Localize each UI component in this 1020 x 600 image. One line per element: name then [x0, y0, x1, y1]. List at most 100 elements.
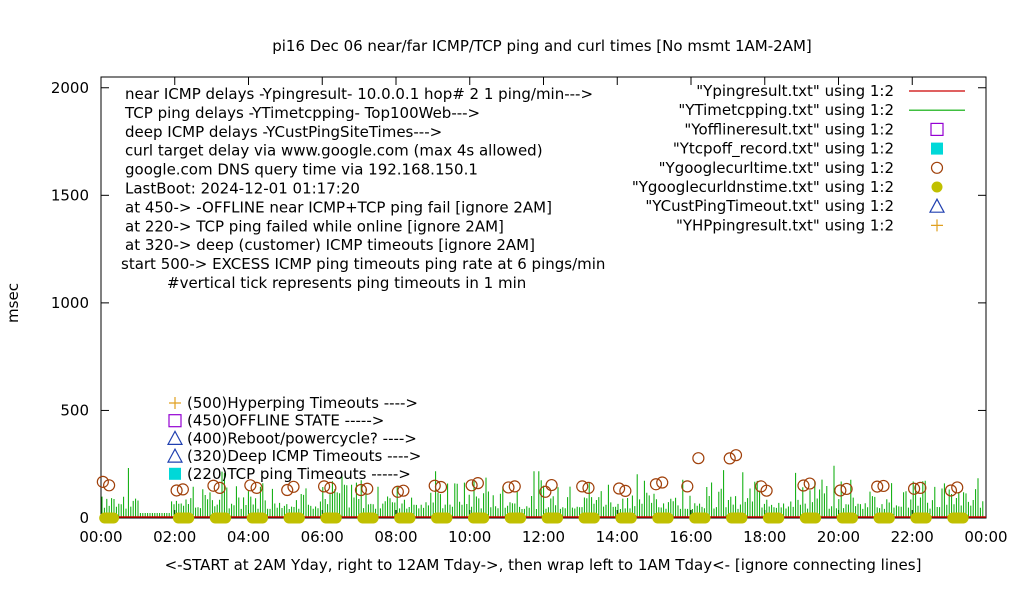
curl-time-point	[545, 478, 558, 492]
x-tick-label: 00:00	[964, 528, 1007, 546]
curl-time-point	[502, 481, 515, 494]
dns-time-point	[367, 512, 379, 524]
dns-time-point	[108, 512, 120, 524]
curl-time-point	[877, 479, 890, 493]
x-tick-label: 06:00	[301, 528, 344, 546]
key-line-label: (400)Reboot/powercycle? ---->	[187, 429, 417, 447]
x-tick-label: 12:00	[522, 528, 565, 546]
dns-time-point	[920, 512, 932, 524]
curl-time-point	[317, 480, 331, 493]
dns-time-point	[773, 512, 785, 524]
info-line: #vertical tick represents ping timeouts …	[167, 274, 526, 292]
curl-time-point	[907, 482, 921, 495]
marker-key-block: (500)Hyperping Timeouts ---->(450)OFFLIN…	[166, 394, 421, 483]
dns-time-point	[552, 512, 564, 524]
curl-time-point	[281, 483, 294, 497]
legend-label: "YCustPingTimeout.txt" using 1:2	[645, 197, 894, 215]
curl-time-point	[930, 161, 944, 174]
curl-time-point	[176, 483, 189, 496]
curl-time-point	[871, 480, 884, 493]
key-line-label: (320)Deep ICMP Timeouts ---->	[187, 447, 421, 465]
dns-time-point	[404, 512, 416, 524]
dns-time-point	[293, 512, 305, 524]
dns-time-point	[625, 512, 637, 524]
info-line: at 450-> -OFFLINE near ICMP+TCP ping fai…	[125, 198, 552, 216]
curl-time-point	[244, 479, 257, 492]
triangle-marker	[166, 447, 184, 463]
x-tick-label: 00:00	[79, 528, 122, 546]
dns-time-point	[220, 512, 232, 524]
axis-ticks: 0 500 1000 1500 2000 00:00 02:00 04:00 06:00 08:0…	[51, 77, 1008, 546]
y-tick-label: 1500	[51, 186, 89, 204]
info-line: at 320-> deep (customer) ICMP timeouts […	[125, 236, 535, 254]
curl-time-point	[760, 484, 773, 497]
curl-time-point	[692, 452, 705, 465]
curl-time-point	[649, 478, 663, 491]
key-line-label: (450)OFFLINE STATE ----->	[187, 412, 384, 430]
info-line: start 500-> EXCESS ICMP ping timeouts pi…	[121, 255, 605, 273]
legend-label: "Ygooglecurltime.txt" using 1:2	[659, 159, 894, 177]
curl-time-point	[170, 484, 183, 497]
dns-time-point	[847, 512, 859, 524]
chart-title: pi16 Dec 06 near/far ICMP/TCP ping and c…	[272, 37, 812, 55]
curl-time-point	[914, 481, 927, 494]
tcp-ping-series	[101, 465, 984, 517]
curl-time-point	[539, 485, 552, 498]
curl-time-point	[576, 480, 589, 493]
curl-time-point	[797, 479, 810, 492]
x-tick-label: 16:00	[669, 528, 712, 546]
y-tick-label: 2000	[51, 79, 89, 97]
curl-time-point	[103, 479, 116, 492]
x-tick-label: 14:00	[596, 528, 639, 546]
dns-time-point	[183, 512, 195, 524]
dns-time-point	[441, 512, 453, 524]
dns-time-point	[699, 512, 711, 524]
info-line: at 220-> TCP ping failed while online [i…	[125, 217, 504, 235]
dns-time-point	[478, 512, 490, 524]
curl-time-point	[428, 479, 441, 492]
legend: "Ypingresult.txt" using 1:2"YTimetcpping…	[632, 82, 965, 234]
info-line: deep ICMP delays -YCustPingSiteTimes--->	[125, 123, 442, 141]
curl-time-point	[397, 484, 410, 497]
dns-time-point	[330, 512, 342, 524]
square-marker	[168, 414, 182, 428]
curl-time-point	[840, 482, 853, 496]
legend-label: "Ytcpoff_record.txt" using 1:2	[673, 140, 894, 159]
filled-square-marker	[931, 142, 943, 155]
filled-square-marker	[169, 467, 181, 480]
curl-time-point	[729, 449, 743, 462]
y-axis-label: msec	[4, 283, 22, 323]
curl-time-series	[96, 449, 964, 498]
triangle-marker	[166, 430, 184, 445]
curl-time-point	[508, 480, 521, 493]
dns-time-series	[99, 512, 969, 524]
curl-time-point	[287, 480, 300, 493]
curl-time-point	[803, 477, 816, 490]
info-line: google.com DNS query time via 192.168.15…	[125, 161, 478, 179]
curl-time-point	[951, 481, 964, 494]
key-line-label: (500)Hyperping Timeouts ---->	[187, 394, 418, 412]
dns-time-point	[662, 512, 674, 524]
curl-time-point	[723, 452, 736, 465]
dns-time-point	[931, 181, 943, 193]
curl-time-point	[656, 476, 669, 489]
legend-label: "Ypingresult.txt" using 1:2	[696, 82, 894, 100]
curl-time-point	[324, 481, 337, 494]
curl-time-point	[96, 475, 109, 488]
dns-time-point	[810, 512, 822, 524]
legend-label: "YTimetcpping.txt" using 1:2	[678, 101, 894, 119]
curl-time-point	[434, 480, 448, 494]
dns-time-point	[957, 512, 969, 524]
curl-time-point	[361, 482, 374, 495]
curl-time-point	[612, 482, 626, 495]
curl-time-point	[250, 481, 263, 494]
x-tick-label: 10:00	[448, 528, 491, 546]
plus-marker	[169, 397, 181, 409]
curl-time-point	[582, 481, 595, 494]
curl-time-point	[471, 477, 484, 490]
curl-time-point	[391, 485, 404, 498]
plus-marker	[931, 219, 943, 232]
curl-time-point	[354, 483, 368, 497]
curl-time-point	[207, 479, 220, 492]
